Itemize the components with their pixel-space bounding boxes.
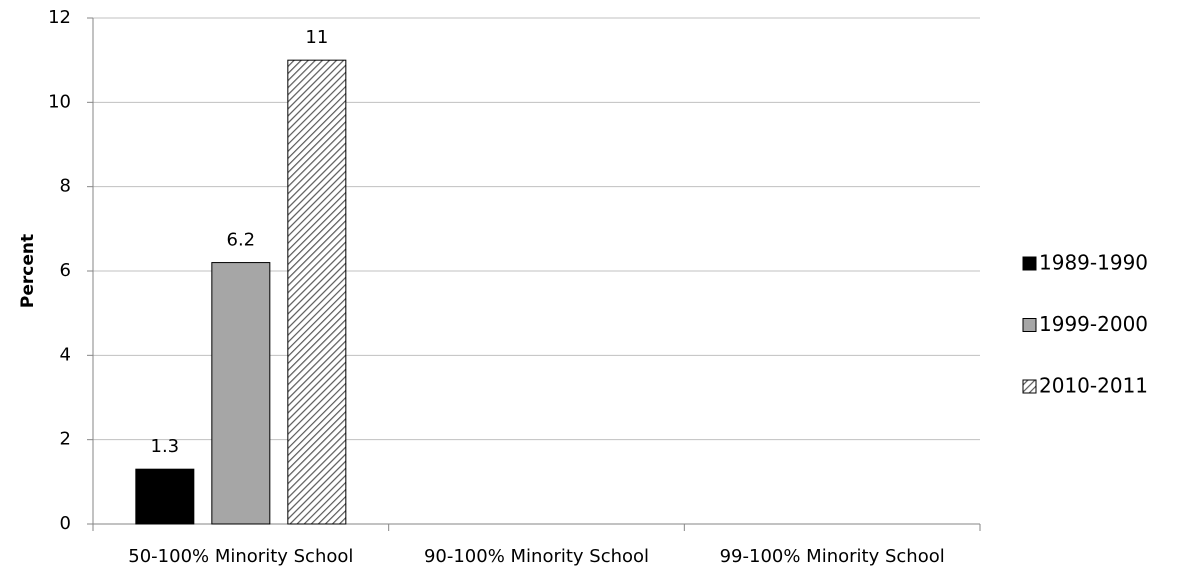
legend-label: 1999-2000 bbox=[1039, 312, 1148, 336]
legend-label: 1989-1990 bbox=[1039, 251, 1148, 275]
y-axis-label: Percent bbox=[18, 234, 38, 308]
data-label: 11 bbox=[305, 27, 328, 48]
bar bbox=[287, 59, 347, 525]
y-tick-label: 12 bbox=[48, 7, 71, 28]
y-tick-label: 6 bbox=[60, 260, 71, 281]
legend-swatch bbox=[1022, 379, 1037, 394]
legend-swatch bbox=[1022, 318, 1037, 332]
bar bbox=[211, 262, 271, 525]
y-tick-label: 8 bbox=[60, 176, 71, 197]
data-label: 6.2 bbox=[227, 230, 256, 251]
y-tick-label: 10 bbox=[48, 91, 71, 112]
y-tick-label: 0 bbox=[60, 513, 71, 534]
x-tick-label: 99-100% Minority School bbox=[720, 546, 945, 567]
bar bbox=[135, 468, 195, 525]
x-tick-label: 90-100% Minority School bbox=[424, 546, 649, 567]
y-tick-label: 2 bbox=[60, 429, 71, 450]
legend-label: 2010-2011 bbox=[1039, 374, 1148, 398]
x-tick-label: 50-100% Minority School bbox=[128, 546, 353, 567]
legend-swatch bbox=[1022, 256, 1037, 271]
y-tick-label: 4 bbox=[60, 344, 71, 365]
data-label: 1.3 bbox=[151, 436, 180, 457]
